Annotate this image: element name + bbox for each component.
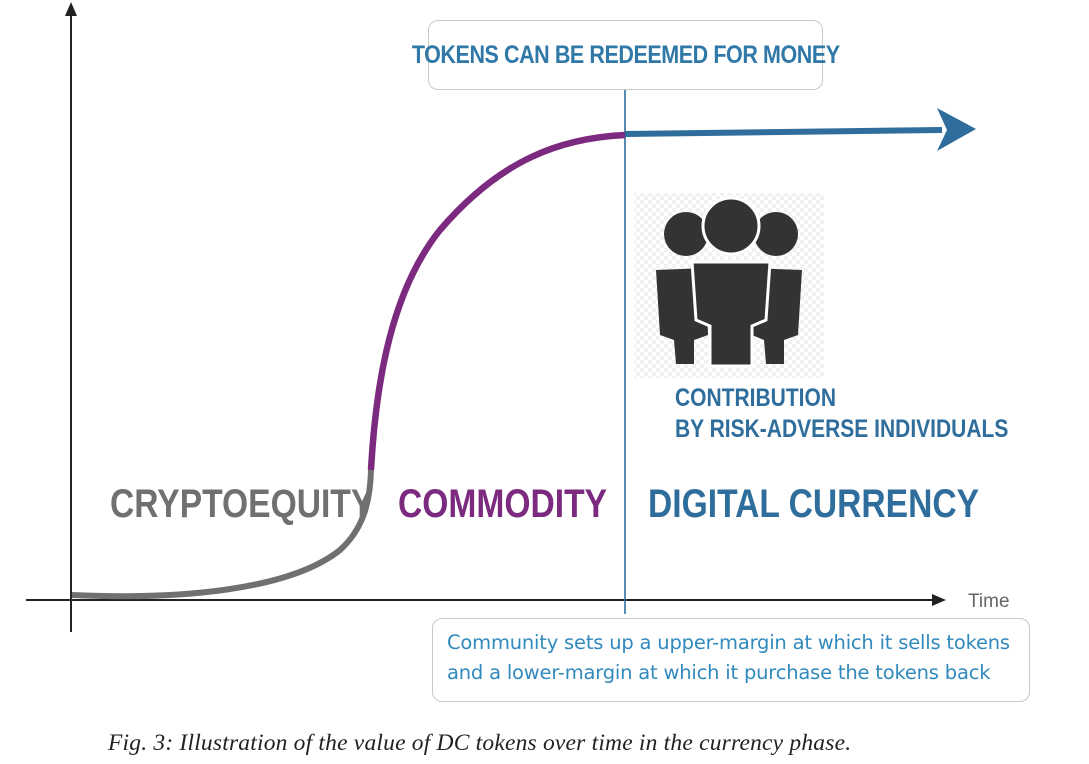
- phase-label-digital-currency: DIGITAL CURRENCY: [648, 482, 980, 526]
- margin-callout-box: Community sets up a upper-margin at whic…: [432, 618, 1030, 702]
- group-of-people-icon: [634, 193, 824, 378]
- y-axis: [65, 2, 77, 632]
- x-axis-arrowhead-icon: [932, 594, 946, 606]
- redeem-callout-box: TOKENS CAN BE REDEEMED FOR MONEY: [412, 20, 840, 90]
- phase-label-commodity: COMMODITY: [398, 482, 608, 526]
- margin-callout-line-2: and a lower-margin at which it purchase …: [447, 661, 991, 684]
- x-axis: [26, 594, 946, 606]
- redeem-callout-text: TOKENS CAN BE REDEEMED FOR MONEY: [411, 40, 840, 69]
- phase-label-cryptoequity: CRYPTOEQUITY: [110, 482, 374, 526]
- curve-digital-currency: [624, 127, 943, 137]
- curve-cryptoequity: [71, 469, 374, 600]
- arrow-right-icon: [937, 108, 976, 151]
- margin-callout-line-1: Community sets up a upper-margin at whic…: [447, 631, 1010, 654]
- x-axis-label: Time: [968, 591, 1010, 612]
- curve-commodity: [367, 131, 626, 471]
- contribution-line-1: CONTRIBUTION: [675, 384, 836, 412]
- y-axis-arrowhead-icon: [65, 2, 77, 16]
- figure-caption: Fig. 3: Illustration of the value of DC …: [108, 730, 852, 756]
- contribution-line-2: BY RISK-ADVERSE INDIVIDUALS: [675, 415, 1009, 443]
